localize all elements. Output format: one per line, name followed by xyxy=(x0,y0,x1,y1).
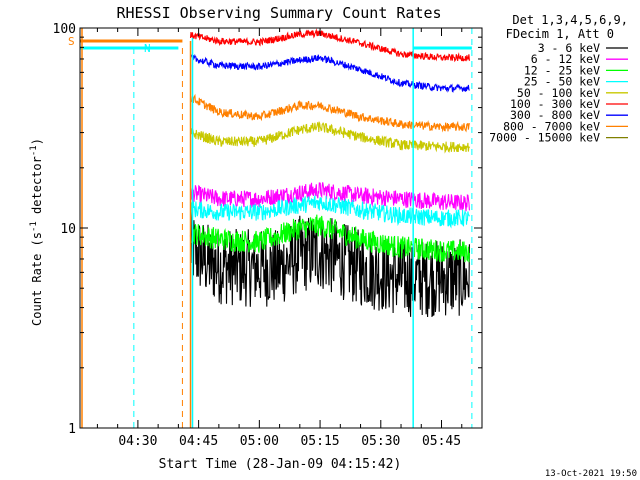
legend-label: 6 - 12 keV xyxy=(531,52,600,66)
legend-header-1: Det 1,3,4,5,6,9, xyxy=(512,13,628,27)
series-line-100-300-keV xyxy=(189,28,470,63)
series-line-25-50-keV xyxy=(189,194,470,229)
x-tick-label: 05:45 xyxy=(422,434,461,449)
legend-label: 3 - 6 keV xyxy=(538,41,600,55)
legend-header-2: FDecim 1, Att 0 xyxy=(506,27,614,41)
y-tick-label: 1 xyxy=(68,422,76,437)
chart-title: RHESSI Observing Summary Count Rates xyxy=(116,4,441,22)
series-line-50-100-keV xyxy=(189,120,470,154)
generated-timestamp: 13-Oct-2021 19:50 xyxy=(545,469,637,479)
x-tick-label: 05:00 xyxy=(240,434,279,449)
series-line-300-800-keV xyxy=(189,53,470,93)
y-tick-label: 100 xyxy=(53,22,76,37)
x-tick-label: 04:45 xyxy=(179,434,218,449)
saa-flag-label: S xyxy=(68,35,75,48)
night-flag-label: N xyxy=(144,42,151,55)
series-line-800-7000-keV xyxy=(189,93,470,133)
series-line-12-25-keV xyxy=(190,214,470,263)
legend: Det 1,3,4,5,6,9, FDecim 1, Att 0 3 - 6 k… xyxy=(489,13,628,145)
legend-label: 7000 - 15000 keV xyxy=(489,131,600,145)
legend-label: 25 - 50 keV xyxy=(524,75,600,89)
y-axis-label: Count Rate (s-1 detector-1) xyxy=(29,138,44,326)
x-tick-label: 05:30 xyxy=(361,434,400,449)
series-line-6-12-keV xyxy=(189,182,470,212)
legend-label: 800 - 7000 keV xyxy=(503,119,600,133)
x-tick-label: 05:15 xyxy=(300,434,339,449)
legend-label: 50 - 100 keV xyxy=(517,86,600,100)
x-axis-label: Start Time (28-Jan-09 04:15:42) xyxy=(159,457,402,472)
legend-label: 12 - 25 keV xyxy=(524,63,600,77)
legend-label: 100 - 300 keV xyxy=(510,97,600,111)
y-tick-label: 10 xyxy=(60,222,76,237)
legend-label: 300 - 800 keV xyxy=(510,108,600,122)
x-tick-label: 04:30 xyxy=(118,434,157,449)
